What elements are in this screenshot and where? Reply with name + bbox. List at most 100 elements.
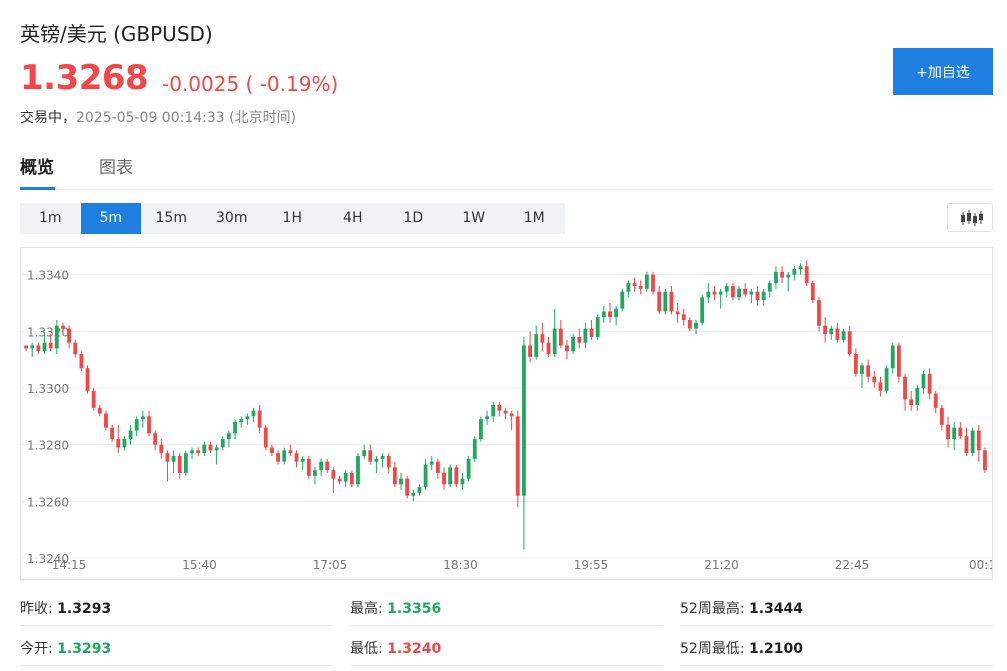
candle-body <box>399 478 403 485</box>
candle-body <box>718 291 723 295</box>
stat-label: 52周最低: <box>680 641 745 657</box>
period-5m[interactable]: 5m <box>80 203 141 234</box>
candle-body <box>386 456 391 468</box>
candle-body <box>687 320 692 329</box>
period-1h[interactable]: 1H <box>282 210 302 226</box>
period-1mo[interactable]: 1M <box>523 210 545 226</box>
candle-body <box>767 283 772 292</box>
candle-body <box>417 487 422 493</box>
price-change: -0.0025 ( -0.19%) <box>162 72 339 96</box>
candle-body <box>251 410 256 417</box>
stat-prev-close: 昨收: 1.3293 <box>20 588 333 626</box>
candle-body <box>774 271 778 284</box>
stat-label: 最高: <box>350 601 383 617</box>
period-1m[interactable]: 1m <box>38 210 62 226</box>
candle-body <box>325 461 330 471</box>
candle-body <box>780 271 784 278</box>
x-tick-label: 19:55 <box>574 558 609 572</box>
current-price: 1.3268 <box>20 58 149 98</box>
x-tick-label: 14:15 <box>52 558 87 572</box>
chart-type-button[interactable] <box>947 203 993 232</box>
candle-body <box>257 410 262 428</box>
candle-body <box>374 458 379 462</box>
candle-body <box>810 283 815 301</box>
candle-body <box>423 464 428 488</box>
candle-body <box>448 467 453 485</box>
candle-body <box>964 436 969 454</box>
stat-52w-low: 52周最低: 1.2100 <box>680 628 993 666</box>
candle-body <box>36 345 41 352</box>
candle-body <box>153 433 158 445</box>
candle-body <box>841 331 846 340</box>
candle-body <box>632 283 637 286</box>
candle-body <box>380 456 385 459</box>
candle-body <box>589 328 594 337</box>
candle-body <box>860 365 864 374</box>
period-15m[interactable]: 15m <box>155 210 187 226</box>
candle-body <box>319 461 324 471</box>
candle-body <box>878 382 883 391</box>
candle-body <box>528 345 532 357</box>
candle-body <box>866 365 871 377</box>
candle-body <box>724 286 729 292</box>
add-watchlist-button[interactable]: +加自选 <box>893 48 993 95</box>
candle-body <box>362 450 367 456</box>
candle-body <box>79 354 84 369</box>
candle-body <box>282 450 287 462</box>
period-1w[interactable]: 1W <box>462 210 486 226</box>
page-title: 英镑/美元 (GBPUSD) <box>20 22 213 46</box>
candle-body <box>970 430 975 454</box>
candle-body <box>626 283 631 292</box>
tab-chart[interactable]: 图表 <box>99 158 133 178</box>
candle-body <box>288 450 293 454</box>
candle-body <box>171 456 176 462</box>
stat-52w-high: 52周最高: 1.3444 <box>680 588 993 626</box>
candle-body <box>239 419 244 422</box>
candle-body <box>681 314 686 320</box>
candle-body <box>675 311 680 315</box>
candle-body <box>73 342 78 354</box>
period-30m[interactable]: 30m <box>216 210 248 226</box>
period-selector: 1m 5m 15m 30m 1H 4H 1D 1W 1M <box>20 203 565 234</box>
x-tick-label: 00:1 <box>969 558 992 572</box>
candle-body <box>669 291 674 312</box>
stat-value: 1.3356 <box>387 601 442 617</box>
candle-body <box>214 447 219 451</box>
candle-body <box>608 311 612 318</box>
y-tick-label: 1.3280 <box>27 439 69 453</box>
candle-body <box>140 416 145 420</box>
candle-body <box>429 461 434 465</box>
candle-body <box>503 410 508 414</box>
stat-label: 今开: <box>20 641 53 657</box>
period-4h[interactable]: 4H <box>343 210 363 226</box>
stat-label: 最低: <box>350 641 383 657</box>
candle-body <box>694 322 698 329</box>
price-chart[interactable]: 1.3240 1.3260 1.3280 1.3300 1.3320 1.3340 14:1… <box>20 247 993 580</box>
candle-body <box>411 492 416 496</box>
candle-body <box>829 328 834 335</box>
candle-body <box>743 288 748 295</box>
candle-body <box>116 439 121 448</box>
candle-body <box>737 288 741 298</box>
stat-low: 最低: 1.3240 <box>350 628 663 666</box>
tab-overview[interactable]: 概览 <box>20 153 55 190</box>
candle-body <box>147 416 151 434</box>
period-1d[interactable]: 1D <box>403 210 424 226</box>
candle-body <box>761 291 766 301</box>
candle-body <box>614 308 619 318</box>
candle-body <box>546 342 551 354</box>
candle-body <box>712 291 717 295</box>
candle-body <box>657 291 662 312</box>
candle-body <box>313 470 317 476</box>
stat-value: 1.3293 <box>57 641 112 657</box>
candle-body <box>577 337 582 343</box>
candle-body <box>405 478 410 496</box>
candle-body <box>442 473 446 485</box>
candle-body <box>356 456 360 485</box>
candle-body <box>663 291 668 312</box>
candle-body <box>755 291 760 301</box>
candle-body <box>159 444 164 454</box>
candle-body <box>54 325 59 349</box>
candle-body <box>983 450 987 471</box>
candle-body <box>921 373 926 388</box>
